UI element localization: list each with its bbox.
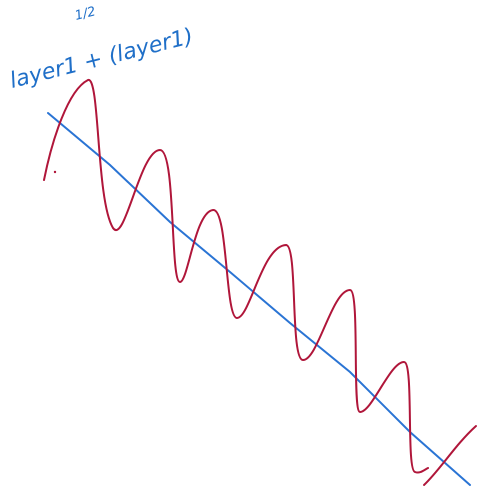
red-wave-tail [423, 425, 477, 486]
blue-line [47, 112, 471, 486]
red-wave [43, 78, 429, 474]
annotation-exponent: 1/2 [73, 4, 97, 24]
dot [53, 170, 57, 174]
